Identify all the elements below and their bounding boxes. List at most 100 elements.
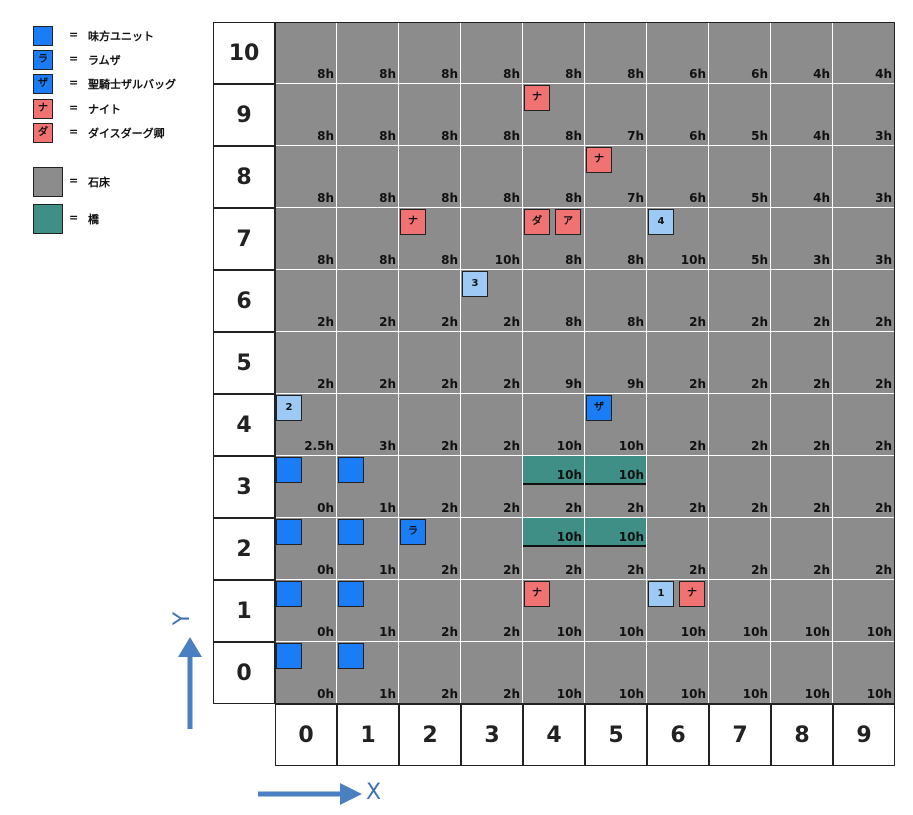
board-cell[interactable]: 5h [709, 146, 771, 208]
board-cell[interactable]: 2h [337, 332, 399, 394]
board-cell[interactable]: 3h [771, 208, 833, 270]
board-cell[interactable]: 2h [833, 332, 895, 394]
board-cell[interactable]: 10h [585, 642, 647, 704]
unit-marker[interactable] [338, 643, 364, 669]
board-cell[interactable]: 4h [771, 146, 833, 208]
board-cell[interactable]: 2h [771, 394, 833, 456]
board-cell[interactable]: 10h 1 ナ [647, 580, 709, 642]
board-cell[interactable]: 2h [461, 394, 523, 456]
board-cell[interactable]: 2h [647, 332, 709, 394]
board-cell[interactable]: 3h [337, 394, 399, 456]
board-cell[interactable]: 2h [771, 270, 833, 332]
board-cell[interactable]: 2h [461, 580, 523, 642]
board-cell[interactable]: 10h [647, 642, 709, 704]
board-cell[interactable]: 2h [399, 394, 461, 456]
board-cell[interactable]: 2h [399, 270, 461, 332]
board-cell[interactable]: 8h [337, 84, 399, 146]
board-cell[interactable]: 8h [523, 146, 585, 208]
board-cell[interactable]: 8h ナ [399, 208, 461, 270]
unit-marker[interactable] [338, 457, 364, 483]
board-cell[interactable]: 2h [709, 270, 771, 332]
board-cell[interactable]: 2h [709, 332, 771, 394]
board-cell[interactable]: 2h [833, 456, 895, 518]
board-cell[interactable]: 1h [337, 518, 399, 580]
board-cell[interactable]: 1h [337, 580, 399, 642]
board-cell[interactable]: 4h [771, 22, 833, 84]
unit-marker[interactable] [276, 519, 302, 545]
board-cell[interactable]: 10h [833, 580, 895, 642]
board-cell[interactable]: 2h [647, 518, 709, 580]
unit-marker[interactable] [338, 519, 364, 545]
board-cell[interactable]: 8h [275, 84, 337, 146]
board-cell[interactable]: 6h [647, 146, 709, 208]
board-cell[interactable]: 0h [275, 580, 337, 642]
board-cell[interactable]: 2h ラ [399, 518, 461, 580]
board-cell[interactable]: 7h [585, 84, 647, 146]
unit-marker[interactable]: ラ [400, 519, 426, 545]
unit-marker[interactable]: 3 [462, 271, 488, 297]
unit-marker[interactable] [276, 643, 302, 669]
board-cell[interactable]: 8h [523, 22, 585, 84]
board-cell[interactable]: 6h [647, 22, 709, 84]
board-cell[interactable]: 2h [833, 394, 895, 456]
board-cell[interactable]: 8h [275, 208, 337, 270]
board-cell[interactable]: 3h [833, 84, 895, 146]
board-cell[interactable]: 6h [709, 22, 771, 84]
unit-marker[interactable]: ナ [679, 581, 705, 607]
board-cell[interactable]: 8h [585, 270, 647, 332]
board-cell[interactable]: 8h [461, 22, 523, 84]
board-cell[interactable]: 9h [585, 332, 647, 394]
board-cell[interactable]: 8h [461, 84, 523, 146]
unit-marker[interactable] [338, 581, 364, 607]
board-cell[interactable]: 7h ナ [585, 146, 647, 208]
board-cell[interactable]: 10h [523, 394, 585, 456]
board-cell[interactable]: 8h [585, 22, 647, 84]
board-cell[interactable]: 8h [461, 146, 523, 208]
board-cell[interactable]: 2h [275, 270, 337, 332]
unit-marker[interactable] [276, 581, 302, 607]
board-cell[interactable]: 2h [647, 270, 709, 332]
board-cell[interactable]: 2h [461, 642, 523, 704]
board-cell[interactable]: 2h [833, 270, 895, 332]
board-cell[interactable]: 2.5h 2 [275, 394, 337, 456]
board-cell[interactable]: 2h [647, 394, 709, 456]
board-cell[interactable]: 9h [523, 332, 585, 394]
board-cell[interactable]: 10h ナ [523, 580, 585, 642]
board-cell[interactable]: 2h [709, 518, 771, 580]
unit-marker[interactable]: ナ [586, 147, 612, 173]
board-cell[interactable]: 8h [337, 208, 399, 270]
board-cell[interactable]: 2h [771, 332, 833, 394]
board-cell[interactable]: 10h [833, 642, 895, 704]
board-cell[interactable]: 2h [399, 332, 461, 394]
board-cell[interactable]: 10h [585, 580, 647, 642]
board-cell[interactable]: 8h [275, 22, 337, 84]
board-cell[interactable]: 6h [647, 84, 709, 146]
board-cell[interactable]: 0h [275, 456, 337, 518]
unit-marker[interactable]: 1 [648, 581, 674, 607]
board-cell[interactable]: 2h [771, 518, 833, 580]
board-cell[interactable]: 2h [275, 332, 337, 394]
board-cell[interactable]: 2h 10h [523, 456, 585, 518]
board-cell[interactable]: 10h [771, 580, 833, 642]
board-cell[interactable]: 8h [399, 146, 461, 208]
board-cell[interactable]: 10h [523, 642, 585, 704]
board-cell[interactable]: 8h [337, 22, 399, 84]
board-cell[interactable]: 5h [709, 208, 771, 270]
board-cell[interactable]: 2h [709, 394, 771, 456]
board-cell[interactable]: 8h [337, 146, 399, 208]
board-cell[interactable]: 2h [771, 456, 833, 518]
board-cell[interactable]: 2h [709, 456, 771, 518]
board-cell[interactable]: 10h [771, 642, 833, 704]
board-cell[interactable]: 2h [833, 518, 895, 580]
unit-marker[interactable] [276, 457, 302, 483]
board-cell[interactable]: 8h [585, 208, 647, 270]
unit-marker[interactable]: ア [555, 209, 581, 235]
board-cell[interactable]: 5h [709, 84, 771, 146]
board-cell[interactable]: 10h [461, 208, 523, 270]
unit-marker[interactable]: ダ [524, 209, 550, 235]
board-cell[interactable]: 2h [399, 642, 461, 704]
board-cell[interactable]: 8h ナ [523, 84, 585, 146]
board-cell[interactable]: 8h [523, 270, 585, 332]
board-cell[interactable]: 2h 10h [585, 456, 647, 518]
board-cell[interactable]: 10h ザ [585, 394, 647, 456]
